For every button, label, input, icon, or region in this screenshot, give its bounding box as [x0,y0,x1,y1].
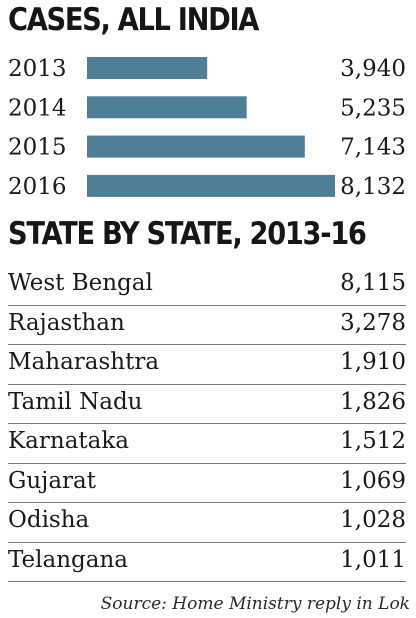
table-row: Rajasthan 3,278 [8,306,406,345]
state-name: Gujarat [8,467,96,494]
bar-2013 [87,57,208,79]
bar-2016 [87,174,335,197]
state-value: 1,826 [340,388,406,415]
bar-category-label: 2015 [8,135,67,161]
bar-value-label: 5,235 [340,95,406,121]
state-value: 1,512 [340,428,406,454]
bar-chart: 2013 3,940 2014 5,235 2015 7,143 2016 8,132 [8,56,406,200]
state-name: Karnataka [8,428,130,454]
state-name: West Bengal [8,270,153,296]
source-note: Source: Home Ministry reply in Lok [100,594,410,614]
bar-category-label: 2016 [8,174,67,200]
state-name: Tamil Nadu [8,388,143,415]
table-row: West Bengal 8,115 [8,266,406,306]
state-name: Telangana [8,546,129,573]
bar-category-label: 2013 [8,56,67,82]
state-value: 1,910 [340,349,406,375]
state-name: Odisha [8,507,90,533]
bar-2015 [87,135,305,158]
table-row: Odisha 1,028 [8,503,406,543]
bar-category-label: 2014 [8,95,67,121]
state-value: 1,028 [340,507,406,533]
state-value: 8,115 [340,270,406,296]
bar-2014 [87,96,247,119]
state-value: 1,069 [340,467,406,494]
bar-value-label: 8,132 [340,174,406,200]
bar-chart-title: CASES, ALL INDIA [8,2,259,38]
state-table: West Bengal 8,115 Rajasthan 3,278 Maharashtr… [0,266,416,582]
bar-value-label: 7,143 [340,135,406,161]
table-row: Maharashtra 1,910 [8,345,406,385]
state-name: Rajasthan [8,309,125,336]
state-value: 1,011 [340,546,406,573]
state-name: Maharashtra [8,349,160,375]
table-row: Karnataka 1,512 [8,424,406,464]
state-value: 3,278 [340,309,406,336]
table-row: Gujarat 1,069 [8,464,406,503]
table-row: Telangana 1,011 [8,543,406,582]
table-row: Tamil Nadu 1,826 [8,385,406,424]
state-table-title: STATE BY STATE, 2013-16 [8,216,367,252]
bar-value-label: 3,940 [340,56,406,82]
